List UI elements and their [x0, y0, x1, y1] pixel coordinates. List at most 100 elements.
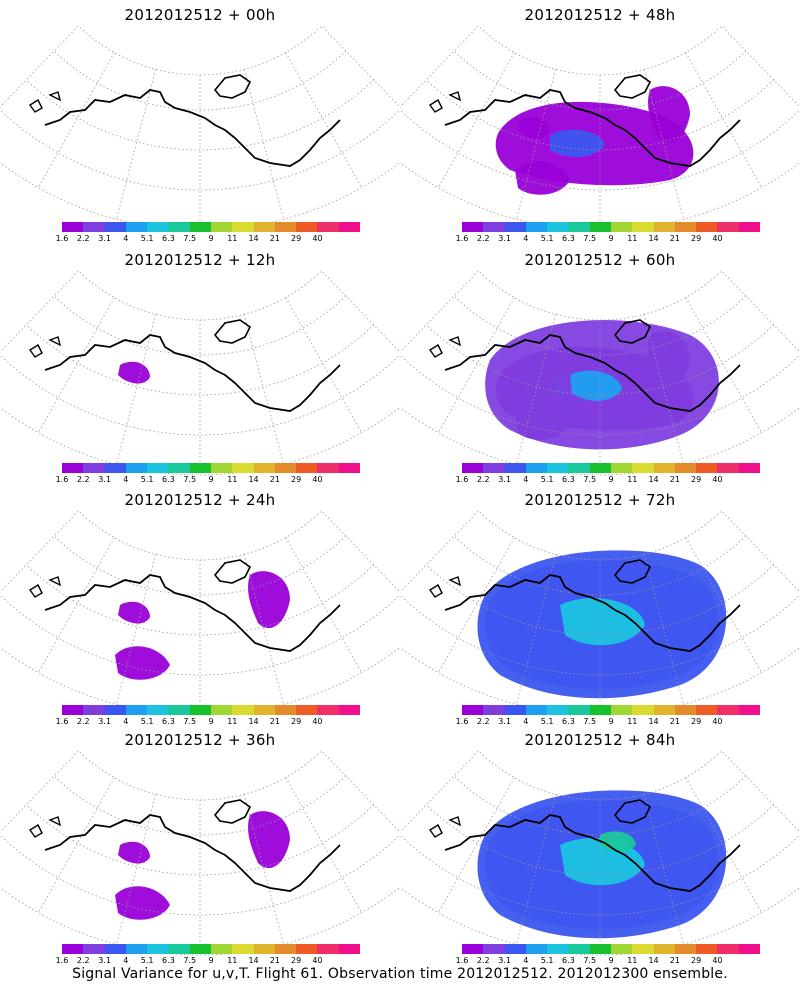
- colorbar-tick-label: 1.6: [455, 475, 469, 484]
- colorbar-swatch: [104, 705, 127, 715]
- colorbar-tick-label: 5.1: [540, 956, 554, 965]
- meridian-line: [437, 537, 515, 673]
- colorbar-tick-label: 14: [648, 956, 659, 965]
- colorbar-swatch: [653, 705, 676, 715]
- colorbar-swatch: [253, 705, 276, 715]
- colorbar-swatch: [62, 705, 84, 715]
- colorbar-swatch: [483, 222, 506, 232]
- colorbar-tick-label: 6.3: [562, 234, 575, 243]
- colorbar-swatch: [738, 463, 761, 473]
- latitude-line: [426, 324, 774, 396]
- latitude-line: [0, 354, 400, 436]
- map-panel: 2012012512 + 00h: [0, 0, 400, 250]
- meridian-line: [243, 794, 284, 945]
- panel-title: 2012012512 + 48h: [524, 6, 676, 24]
- colorbar-tick-label: 9: [608, 234, 614, 243]
- colorbar-tick-label: 3.1: [498, 475, 511, 484]
- arctic-islands: [613, 319, 652, 344]
- polar-map: [400, 750, 800, 956]
- polar-map: [400, 25, 800, 231]
- island-coast: [28, 816, 62, 838]
- latitude-line: [26, 79, 374, 151]
- colorbar-swatch: [525, 944, 548, 954]
- variance-region: [115, 886, 170, 920]
- colorbar-swatch: [211, 944, 233, 954]
- colorbar-tick-label: 14: [248, 475, 259, 484]
- colorbar-swatch: [296, 944, 318, 954]
- colorbar-swatch: [147, 705, 169, 715]
- colorbar-tick-label: 7.5: [183, 956, 197, 965]
- variance-region: [118, 841, 150, 864]
- colorbar-swatch: [253, 463, 276, 473]
- colorbar-tick-label: 6.3: [162, 475, 175, 484]
- colorbar-swatch: [296, 463, 318, 473]
- colorbar-tick-label: 7.5: [183, 717, 197, 726]
- colorbar-swatch: [696, 222, 718, 232]
- colorbar-swatch: [568, 222, 591, 232]
- colorbar-tick-label: 9: [208, 956, 214, 965]
- colorbar: 1.6 2.2 3.1 4 5.1 6.3 7.5 9 11 14 21 29 40: [456, 705, 761, 729]
- colorbar-swatch: [717, 944, 740, 954]
- colorbar-tick-label: 40: [712, 234, 723, 243]
- colorbar-tick-label: 1.6: [55, 717, 69, 726]
- polar-map: [0, 270, 400, 476]
- colorbar-tick-label: 7.5: [583, 475, 597, 484]
- latitude-line: [400, 354, 800, 436]
- meridian-line: [685, 52, 763, 188]
- meridian-line: [516, 554, 557, 705]
- colorbar-tick-label: 21: [669, 234, 680, 243]
- colorbar-swatch: [104, 222, 127, 232]
- latitude-line: [453, 535, 747, 596]
- colorbar-swatch: [168, 222, 191, 232]
- colorbar-swatch: [104, 944, 127, 954]
- colorbar-tick-label: 6.3: [162, 234, 175, 243]
- colorbar-tick-label: 14: [648, 234, 659, 243]
- colorbar: 1.6 2.2 3.1 4 5.1 6.3 7.5 9 11 14 21 29 40: [456, 463, 761, 487]
- colorbar-tick-label: 2.2: [476, 717, 490, 726]
- colorbar-swatch: [738, 944, 761, 954]
- meridian-line: [37, 297, 115, 433]
- colorbar-tick-label: 11: [627, 717, 638, 726]
- colorbar-tick-label: 14: [248, 956, 259, 965]
- meridian-line: [643, 314, 684, 465]
- colorbar-tick-label: 9: [608, 475, 614, 484]
- coastline: [44, 574, 341, 652]
- colorbar-swatch: [547, 705, 569, 715]
- colorbar-swatch: [611, 944, 633, 954]
- colorbar-tick-label: 40: [312, 956, 323, 965]
- island-coast: [428, 576, 462, 598]
- colorbar-swatch: [147, 944, 169, 954]
- colorbar-tick-label: 7.5: [583, 956, 597, 965]
- colorbar-swatch: [338, 222, 361, 232]
- colorbar-tick-label: 21: [269, 234, 280, 243]
- meridian-line: [243, 554, 284, 705]
- colorbar-swatch: [547, 222, 569, 232]
- colorbar-swatch: [462, 222, 484, 232]
- coastline: [444, 89, 741, 167]
- colorbar: 1.6 2.2 3.1 4 5.1 6.3 7.5 9 11 14 21 29 40: [456, 944, 761, 968]
- variance-region: [118, 601, 150, 624]
- colorbar-tick-label: 11: [627, 475, 638, 484]
- polar-map: [400, 510, 800, 716]
- arctic-islands: [213, 799, 252, 824]
- latitude-line: [453, 775, 747, 836]
- arctic-islands: [613, 559, 652, 584]
- colorbar-tick-label: 29: [291, 717, 302, 726]
- colorbar-swatch: [274, 944, 297, 954]
- colorbar: 1.6 2.2 3.1 4 5.1 6.3 7.5 9 11 14 21 29 40: [56, 222, 361, 246]
- polar-map: [0, 25, 400, 231]
- colorbar-swatch: [717, 222, 740, 232]
- colorbar-tick-label: 4: [523, 717, 529, 726]
- colorbar-tick-label: 2.2: [476, 475, 490, 484]
- island-coast: [28, 576, 62, 598]
- colorbar-swatch: [125, 705, 148, 715]
- colorbar-swatch: [696, 944, 718, 954]
- colorbar-swatch: [547, 944, 569, 954]
- colorbar-swatch: [189, 705, 212, 715]
- colorbar-swatch: [189, 222, 212, 232]
- colorbar-swatch: [83, 944, 106, 954]
- meridian-line: [243, 314, 284, 465]
- colorbar-swatch: [589, 463, 612, 473]
- colorbar-tick-label: 40: [712, 475, 723, 484]
- colorbar-tick-label: 1.6: [455, 956, 469, 965]
